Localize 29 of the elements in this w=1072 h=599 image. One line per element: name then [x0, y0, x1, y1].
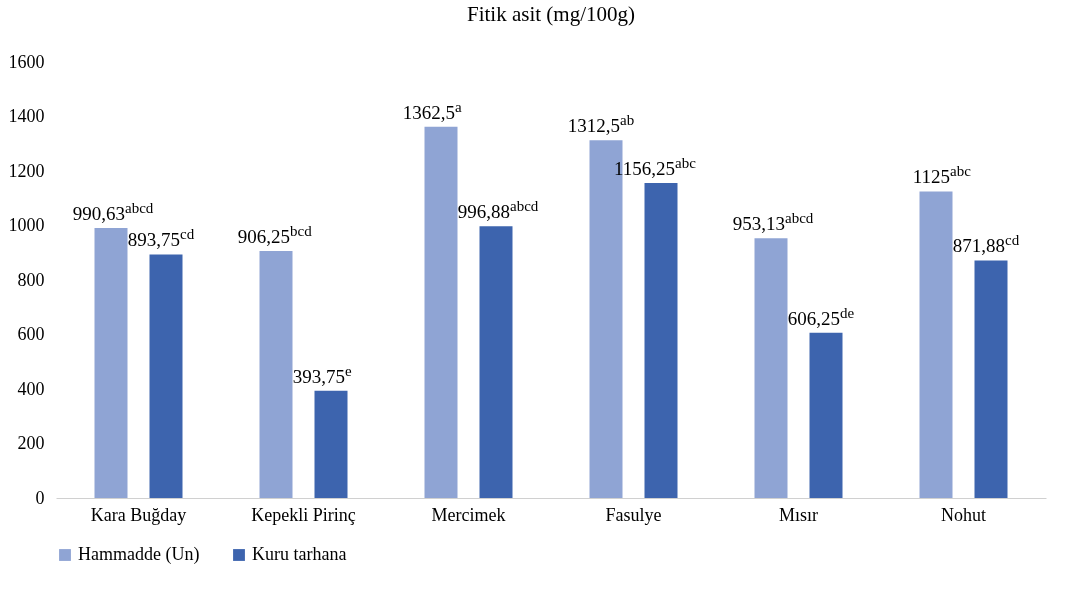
x-tick-label: Nohut	[941, 504, 986, 525]
y-tick-label: 200	[17, 433, 45, 453]
bar	[314, 390, 348, 498]
y-tick-label: 1400	[8, 106, 45, 126]
bar	[94, 228, 128, 498]
y-tick-label: 1600	[8, 51, 45, 72]
bar	[259, 251, 293, 498]
x-tick-label: Kara Buğday	[90, 504, 187, 525]
x-tick-label: Fasulye	[605, 504, 662, 525]
x-tick-label: Mercimek	[431, 504, 506, 525]
bar	[644, 182, 678, 498]
y-tick-label: 400	[17, 378, 45, 399]
y-tick-label: 1000	[8, 215, 45, 235]
legend-label: Hammadde (Un)	[78, 544, 200, 565]
x-tick-label: Kepekli Pirinç	[251, 504, 356, 525]
y-tick-label: 800	[17, 269, 45, 290]
bar	[919, 191, 953, 498]
y-tick-label: 0	[35, 487, 45, 508]
legend-label: Kuru tarhana	[252, 544, 347, 564]
y-tick-label: 1200	[8, 160, 45, 181]
bar	[974, 260, 1008, 498]
y-tick-label: 600	[17, 324, 45, 344]
bar	[754, 238, 788, 498]
bar	[149, 254, 183, 498]
bar	[809, 332, 843, 498]
bar	[424, 126, 458, 498]
bar	[479, 226, 513, 498]
x-tick-label: Mısır	[778, 504, 819, 525]
chart-title: Fitik asit (mg/100g)	[467, 2, 636, 26]
